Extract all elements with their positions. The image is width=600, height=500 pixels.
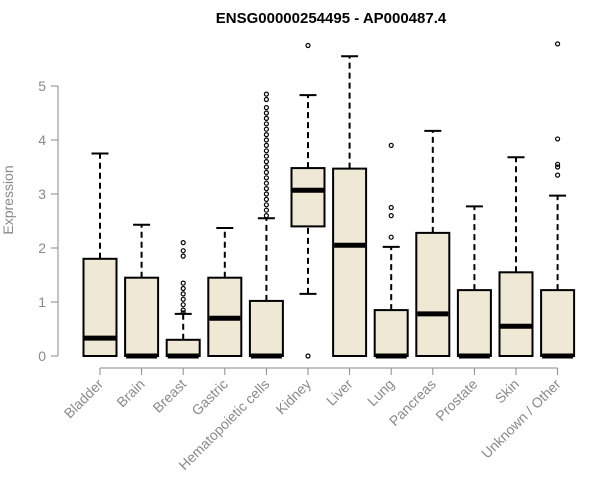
- outlier-point: [263, 186, 269, 192]
- outlier-point: [554, 161, 561, 167]
- outlier-point: [263, 126, 269, 132]
- outlier-point: [180, 296, 186, 302]
- outlier-point: [263, 169, 269, 175]
- box: [540, 289, 576, 357]
- outlier-point: [305, 353, 311, 359]
- outlier-point: [263, 104, 269, 111]
- y-tick-label: 1: [38, 294, 46, 310]
- x-tick-label: Brain: [113, 376, 147, 410]
- outlier-point: [180, 240, 186, 246]
- outlier-point: [180, 248, 186, 254]
- outlier-point: [263, 175, 269, 181]
- outlier-point: [263, 148, 269, 154]
- x-tick-label: Lung: [364, 376, 397, 409]
- outlier-point: [388, 204, 394, 211]
- outlier-point: [263, 196, 269, 202]
- box: [373, 309, 409, 358]
- outlier-point: [263, 164, 269, 170]
- outlier-point: [263, 110, 269, 116]
- outlier-point: [180, 310, 186, 316]
- x-tick-label: Breast: [149, 376, 189, 416]
- outlier-point: [263, 132, 269, 138]
- outlier-point: [388, 213, 394, 219]
- outlier-point: [554, 136, 561, 142]
- box: [82, 257, 118, 357]
- outlier-point: [554, 41, 561, 47]
- box: [124, 276, 160, 358]
- chart-title: ENSG00000254495 - AP000487.4: [216, 10, 447, 27]
- outlier-point: [180, 307, 186, 313]
- box: [456, 289, 492, 357]
- outlier-point: [554, 172, 561, 178]
- outlier-point: [388, 142, 394, 148]
- outlier-point: [263, 159, 269, 165]
- outlier-point: [180, 291, 186, 297]
- x-tick-label: Prostate: [432, 376, 480, 424]
- outlier-point: [263, 180, 269, 186]
- outlier-point: [263, 115, 269, 122]
- outlier-point: [263, 202, 269, 208]
- outlier-point: [263, 153, 269, 159]
- box: [248, 299, 284, 358]
- outlier-point: [388, 234, 394, 240]
- x-tick-label: Unknown / Other: [478, 376, 564, 462]
- y-tick-label: 2: [38, 240, 46, 256]
- outlier-point: [263, 142, 269, 148]
- y-tick-label: 5: [38, 78, 46, 94]
- outlier-point: [180, 280, 186, 286]
- box: [415, 231, 451, 358]
- x-tick-label: Kidney: [273, 376, 315, 418]
- y-axis-label: Expression: [0, 165, 16, 234]
- outlier-point: [263, 137, 269, 143]
- x-tick-label: Bladder: [61, 376, 107, 422]
- outlier-point: [263, 191, 269, 197]
- outlier-point: [554, 164, 561, 170]
- y-tick-label: 4: [38, 132, 46, 148]
- x-tick-label: Skin: [492, 376, 523, 407]
- outlier-point: [263, 91, 269, 97]
- outlier-point: [180, 302, 186, 308]
- box: [332, 167, 368, 357]
- box: [290, 167, 326, 228]
- x-tick-label: Liver: [323, 376, 356, 409]
- outlier-point: [263, 96, 269, 103]
- outlier-point: [180, 285, 186, 292]
- y-tick-label: 0: [38, 348, 46, 364]
- outlier-point: [263, 213, 269, 219]
- outlier-point: [180, 253, 186, 259]
- box: [498, 271, 534, 357]
- y-tick-label: 3: [38, 186, 46, 202]
- outlier-point: [263, 207, 269, 213]
- outlier-point: [305, 42, 311, 49]
- outlier-point: [263, 121, 269, 127]
